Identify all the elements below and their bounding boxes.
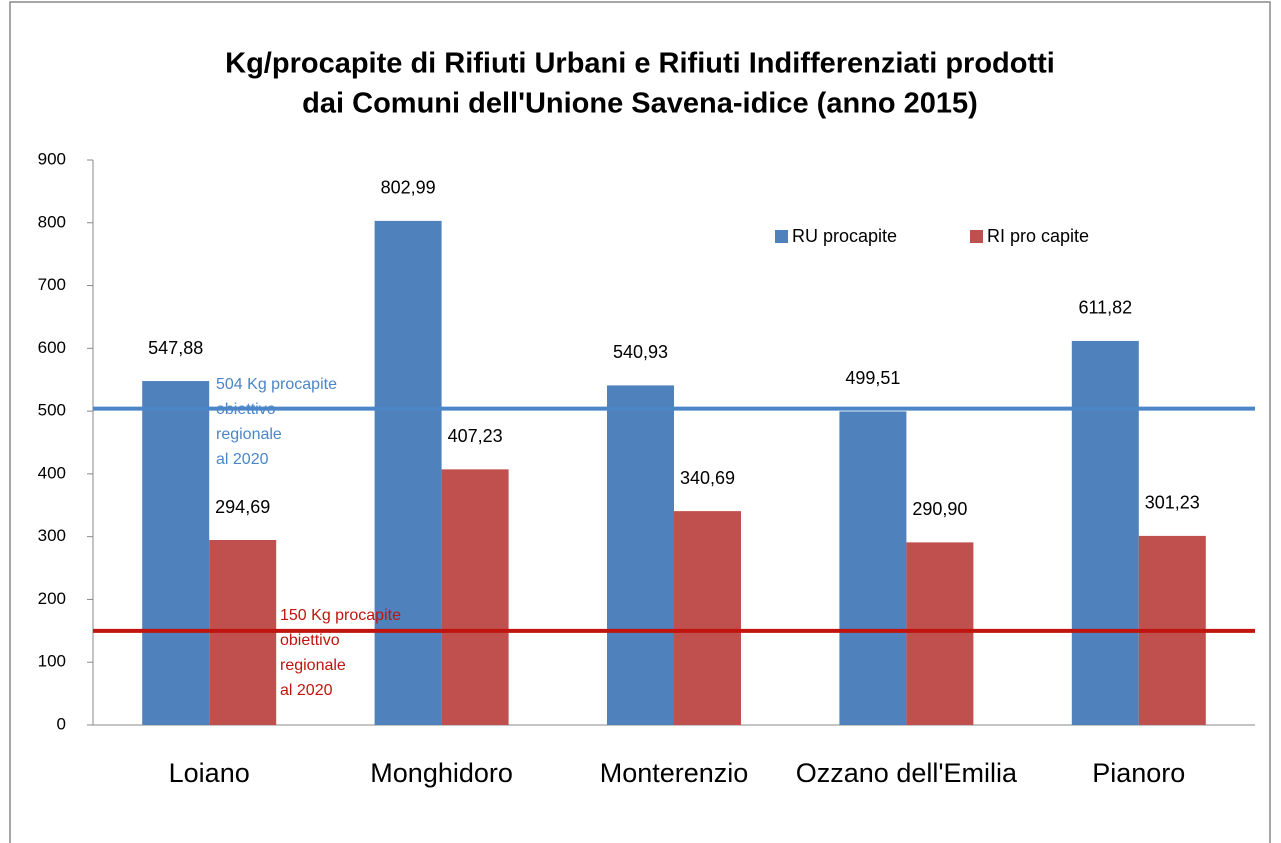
- y-tick-label: 200: [38, 589, 66, 608]
- reference-label: 150 Kg procapite: [280, 607, 401, 624]
- y-tick-label: 300: [38, 526, 66, 545]
- value-label: 301,23: [1145, 493, 1200, 513]
- chart-title: Kg/procapite di Rifiuti Urbani e Rifiuti…: [225, 48, 1055, 80]
- x-tick-label: Loiano: [169, 758, 250, 788]
- reference-label: obiettivo: [216, 401, 276, 418]
- y-tick-label: 400: [38, 463, 66, 482]
- y-tick-label: 600: [38, 338, 66, 357]
- reference-label: al 2020: [280, 682, 333, 699]
- reference-label: 504 Kg procapite: [216, 376, 337, 393]
- bar: [607, 385, 674, 725]
- y-tick-label: 0: [57, 714, 66, 733]
- y-tick-label: 800: [38, 212, 66, 231]
- bar: [1071, 340, 1139, 725]
- y-tick-label: 700: [38, 275, 66, 294]
- legend-label: RU procapite: [792, 226, 897, 246]
- reference-label: regionale: [280, 657, 346, 674]
- bar: [839, 411, 907, 725]
- value-label: 340,69: [680, 468, 735, 488]
- bar: [441, 469, 509, 725]
- bar: [674, 511, 741, 725]
- value-label: 611,82: [1078, 298, 1132, 318]
- value-label: 802,99: [381, 178, 436, 198]
- bar: [374, 220, 442, 725]
- value-label: 294,69: [215, 497, 270, 517]
- x-tick-label: Monghidoro: [370, 758, 513, 788]
- value-label: 547,88: [148, 338, 203, 358]
- x-tick-label: Ozzano dell'Emilia: [796, 758, 1018, 788]
- value-label: 540,93: [613, 342, 668, 362]
- y-tick-label: 900: [38, 149, 66, 168]
- x-tick-label: Monterenzio: [600, 758, 749, 788]
- reference-label: al 2020: [216, 451, 269, 468]
- y-tick-label: 500: [38, 401, 66, 420]
- reference-label: regionale: [216, 426, 282, 443]
- y-tick-label: 100: [38, 652, 66, 671]
- legend-swatch: [775, 230, 788, 243]
- reference-label: obiettivo: [280, 632, 340, 649]
- value-label: 499,51: [845, 368, 900, 388]
- x-tick-label: Pianoro: [1092, 758, 1185, 788]
- value-label: 290,90: [912, 499, 967, 519]
- chart-title: dai Comuni dell'Unione Savena-idice (ann…: [302, 88, 978, 120]
- bar: [142, 381, 210, 725]
- legend-swatch: [970, 230, 983, 243]
- value-label: 407,23: [448, 426, 503, 446]
- bar: [906, 542, 974, 725]
- legend-label: RI pro capite: [987, 226, 1089, 246]
